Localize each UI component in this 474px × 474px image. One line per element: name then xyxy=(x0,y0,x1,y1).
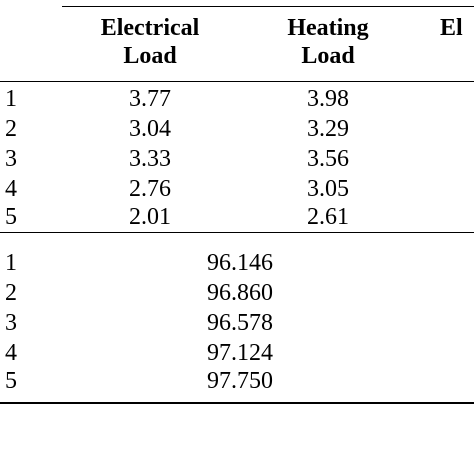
heating-load-value: 3.29 xyxy=(307,116,349,142)
header-heating-line2: Load xyxy=(301,43,355,69)
header-third-partial: El xyxy=(440,15,463,41)
heating-load-value: 3.98 xyxy=(307,86,349,112)
row-index: 1 xyxy=(5,250,17,276)
accuracy-value: 97.124 xyxy=(207,340,273,366)
header-electrical-load: Electrical Load xyxy=(92,14,208,70)
header-electrical-line1: Electrical xyxy=(100,15,200,41)
accuracy-value: 96.860 xyxy=(207,280,273,306)
heating-load-value: 2.61 xyxy=(307,204,349,230)
row-index: 1 xyxy=(5,86,17,112)
electrical-load-value: 2.01 xyxy=(129,204,171,230)
accuracy-value: 96.578 xyxy=(207,310,273,336)
electrical-load-value: 3.77 xyxy=(129,86,171,112)
accuracy-value: 97.750 xyxy=(207,368,273,394)
row-index: 5 xyxy=(5,204,17,230)
row-index: 4 xyxy=(5,340,17,366)
heating-load-value: 3.56 xyxy=(307,146,349,172)
heating-load-value: 3.05 xyxy=(307,176,349,202)
row-index: 2 xyxy=(5,116,17,142)
table-top-rule xyxy=(62,6,474,7)
row-index: 3 xyxy=(5,310,17,336)
electrical-load-value: 2.76 xyxy=(129,176,171,202)
table-bottom-rule xyxy=(0,402,474,404)
row-index: 5 xyxy=(5,368,17,394)
electrical-load-value: 3.33 xyxy=(129,146,171,172)
row-index: 2 xyxy=(5,280,17,306)
table-header-rule xyxy=(0,81,474,82)
row-index: 4 xyxy=(5,176,17,202)
table-section-rule xyxy=(0,232,474,233)
electrical-load-value: 3.04 xyxy=(129,116,171,142)
header-heating-load: Heating Load xyxy=(270,14,386,70)
accuracy-value: 96.146 xyxy=(207,250,273,276)
row-index: 3 xyxy=(5,146,17,172)
header-heating-line1: Heating xyxy=(287,15,369,41)
header-electrical-line2: Load xyxy=(123,43,177,69)
